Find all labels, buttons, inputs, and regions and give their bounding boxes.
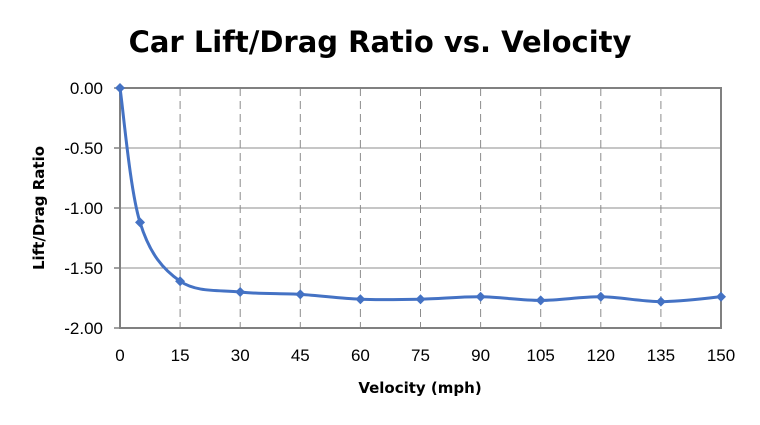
x-tick-label: 60: [351, 346, 370, 365]
data-point-marker: [655, 296, 666, 307]
x-tick-label: 105: [527, 346, 555, 365]
chart-title: Car Lift/Drag Ratio vs. Velocity: [129, 25, 632, 59]
y-axis: 0.00 -0.50 -1.00 -1.50 -2.00: [64, 79, 120, 338]
x-axis: 0 15 30 45 60 75 90 105 120 135 150: [115, 346, 735, 365]
y-tick-label: -2.00: [64, 319, 103, 338]
y-tick-label: 0.00: [70, 79, 103, 98]
series-markers: [115, 83, 726, 307]
y-tick-label: -0.50: [64, 139, 103, 158]
x-tick-label: 30: [231, 346, 250, 365]
x-tick-label: 120: [587, 346, 615, 365]
x-tick-label: 90: [471, 346, 490, 365]
y-axis-title: Lift/Drag Ratio: [30, 146, 48, 270]
x-tick-label: 15: [171, 346, 190, 365]
x-tick-label: 75: [411, 346, 430, 365]
data-point-marker: [595, 291, 606, 302]
data-point-marker: [716, 291, 726, 302]
x-axis-title: Velocity (mph): [358, 379, 481, 397]
data-point-marker: [535, 295, 546, 306]
data-point-marker: [235, 287, 246, 297]
x-tick-label: 0: [115, 346, 124, 365]
y-tick-label: -1.50: [64, 259, 103, 278]
data-point-marker: [115, 83, 125, 93]
x-tick-label: 45: [291, 346, 310, 365]
data-point-marker: [135, 217, 146, 228]
data-point-marker: [295, 289, 306, 300]
data-point-marker: [415, 294, 426, 305]
data-point-marker: [475, 291, 486, 302]
x-tick-label: 135: [647, 346, 675, 365]
gridlines: [120, 87, 721, 329]
x-tick-label: 150: [707, 346, 735, 365]
data-point-marker: [175, 276, 186, 287]
data-point-marker: [355, 294, 366, 305]
y-tick-label: -1.00: [64, 199, 103, 218]
